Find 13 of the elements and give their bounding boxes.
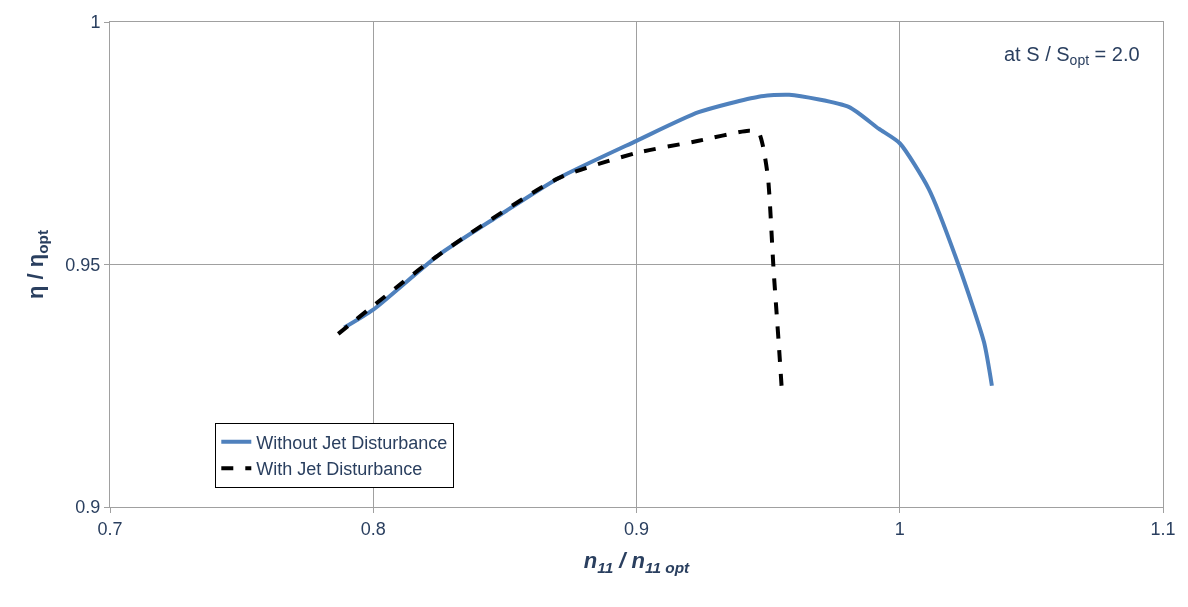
x-tick-label: 0.9 xyxy=(623,518,650,539)
annotation: at S / S$_{opt}$ = 2.0 xyxy=(1004,43,1140,69)
x-tick-label: 0.7 xyxy=(97,518,123,539)
y-tick-label: 0.95 xyxy=(65,254,101,275)
legend-label: With Jet Disturbance xyxy=(256,459,423,480)
y-tick-label: 1 xyxy=(90,12,101,33)
x-tick-label: 1.1 xyxy=(1150,518,1176,539)
line-series xyxy=(336,128,784,388)
y-tick-label: 0.9 xyxy=(75,497,101,518)
x-tick-label: 1 xyxy=(894,518,905,539)
x-tick-label: 0.8 xyxy=(360,518,386,539)
x-axis-title: n$_{11}$ / n$_{11 opt}$ xyxy=(583,548,691,577)
legend-label: Without Jet Disturbance xyxy=(256,432,448,453)
